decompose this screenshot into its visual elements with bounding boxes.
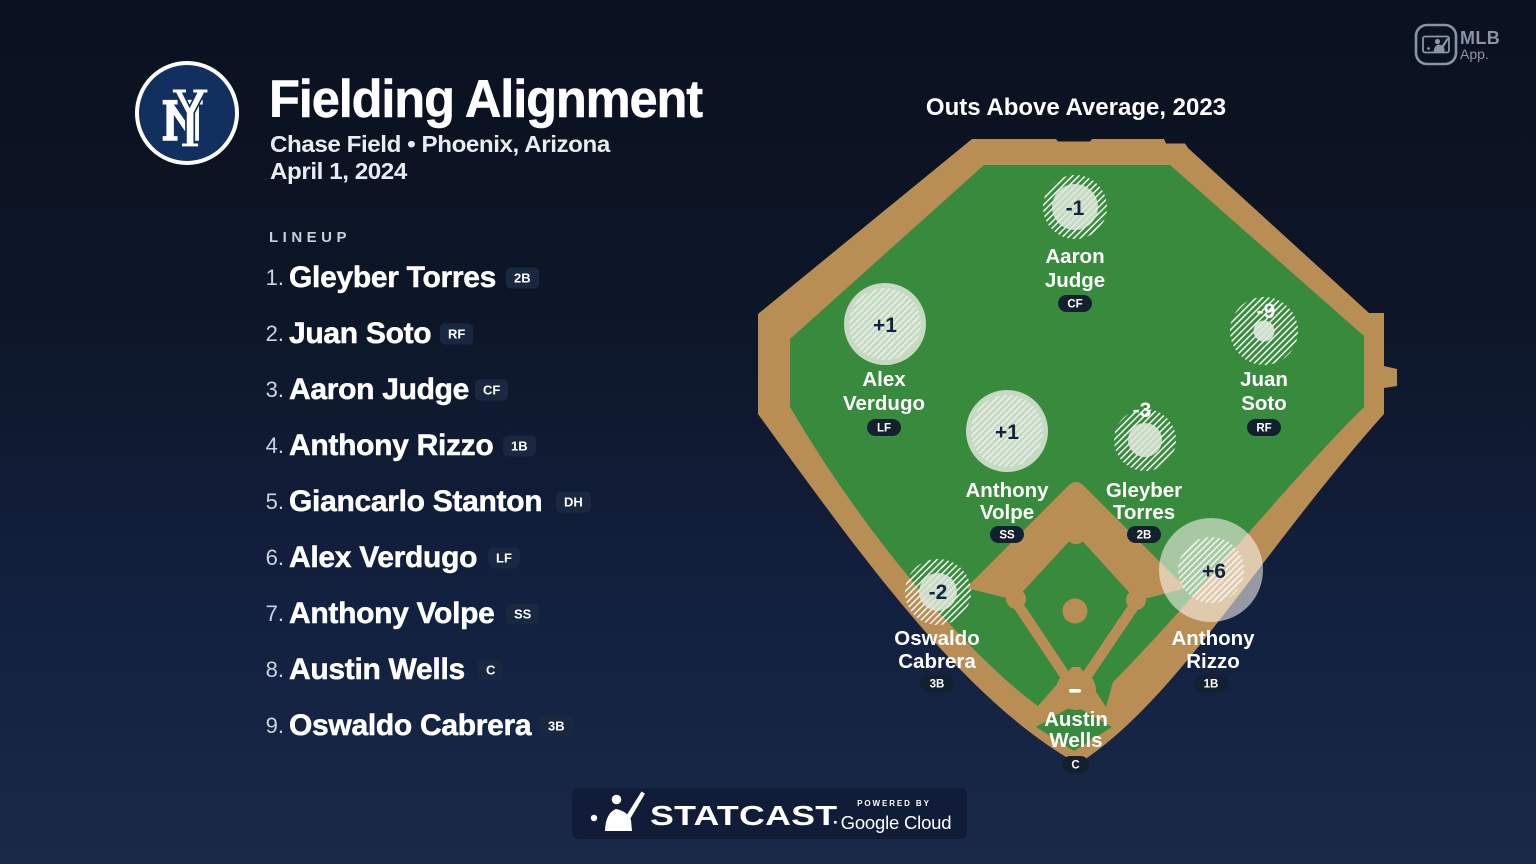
svg-text:Juan: Juan: [1240, 368, 1288, 391]
svg-text:STATCAST: STATCAST: [650, 800, 838, 831]
svg-text:2B: 2B: [1137, 530, 1152, 542]
svg-text:Gleyber: Gleyber: [1106, 479, 1182, 502]
svg-text:Anthony: Anthony: [965, 479, 1049, 502]
svg-text:MLB: MLB: [1460, 28, 1500, 48]
svg-text:CF: CF: [1067, 299, 1082, 311]
svg-text:Judge: Judge: [1045, 269, 1105, 292]
svg-text:-3: -3: [1133, 399, 1152, 422]
svg-text:Aaron: Aaron: [1045, 245, 1104, 268]
svg-text:Cabrera: Cabrera: [898, 650, 976, 673]
svg-text:Oswaldo: Oswaldo: [894, 627, 979, 650]
svg-text:+1: +1: [995, 421, 1019, 444]
svg-text:Rizzo: Rizzo: [1186, 650, 1240, 673]
svg-text:Torres: Torres: [1113, 501, 1175, 524]
svg-text:Google Cloud: Google Cloud: [841, 812, 952, 833]
svg-text:Wells: Wells: [1049, 729, 1102, 752]
svg-text:Austin: Austin: [1044, 708, 1108, 731]
svg-text:POWERED BY: POWERED BY: [857, 799, 931, 808]
svg-text:3B: 3B: [930, 679, 945, 691]
svg-text:+6: +6: [1202, 560, 1226, 583]
svg-text:Soto: Soto: [1241, 392, 1287, 415]
svg-text:+1: +1: [873, 314, 897, 337]
svg-text:RF: RF: [1256, 423, 1271, 435]
svg-text:-1: -1: [1066, 197, 1085, 220]
svg-text:1B: 1B: [1204, 679, 1219, 691]
svg-text:LF: LF: [877, 423, 891, 435]
svg-text:App.: App.: [1460, 46, 1489, 62]
svg-text:SS: SS: [999, 530, 1015, 542]
svg-text:C: C: [1071, 760, 1079, 772]
svg-text:Verdugo: Verdugo: [843, 392, 925, 415]
svg-text:Volpe: Volpe: [980, 501, 1034, 524]
svg-text:Alex: Alex: [862, 368, 906, 391]
svg-text:Outs Above Average, 2023: Outs Above Average, 2023: [926, 94, 1226, 121]
svg-text:-2: -2: [929, 581, 948, 604]
svg-text:-9: -9: [1257, 300, 1276, 323]
svg-text:Anthony: Anthony: [1171, 627, 1255, 650]
